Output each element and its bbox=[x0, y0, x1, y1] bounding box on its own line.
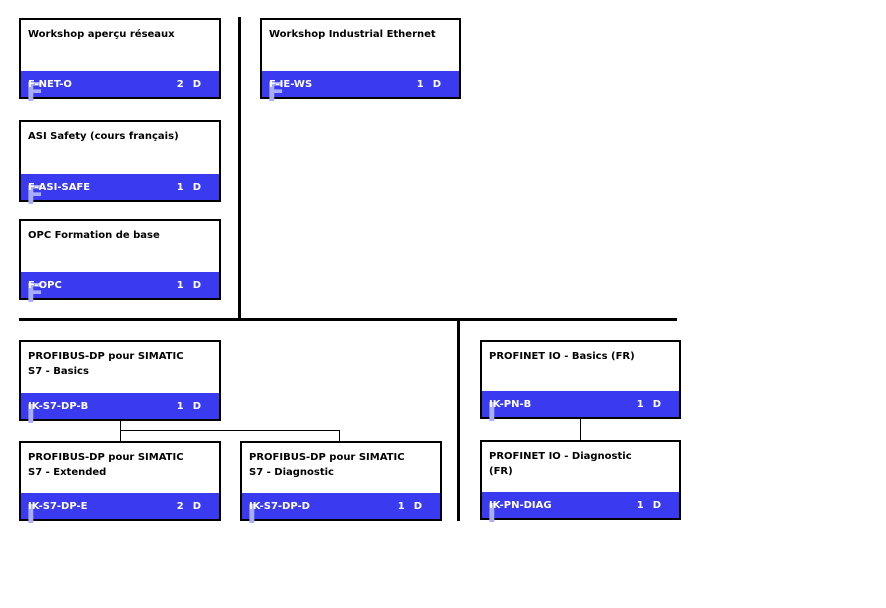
course-duration-value: 1 bbox=[397, 500, 405, 512]
section-divider-horizontal bbox=[19, 318, 677, 321]
course-code: F-IE-WS bbox=[269, 78, 313, 90]
course-card-ik-pn-diag[interactable]: PROFINET IO - Diagnostic (FR) I IK-PN-DI… bbox=[480, 440, 681, 527]
course-duration-unit: D bbox=[192, 181, 201, 193]
course-duration-unit: D bbox=[192, 78, 201, 90]
course-title: PROFIBUS-DP pour SIMATIC S7 - Extended bbox=[28, 452, 184, 478]
course-duration-value: 1 bbox=[416, 78, 424, 90]
course-card-ik-s7-dp-b[interactable]: PROFIBUS-DP pour SIMATIC S7 - Basics I I… bbox=[19, 340, 221, 428]
course-duration-value: 1 bbox=[176, 181, 184, 193]
course-duration-unit: D bbox=[652, 398, 661, 410]
course-code: IK-S7-DP-B bbox=[28, 400, 89, 412]
course-code: IK-PN-B bbox=[489, 398, 532, 410]
course-code: F-NET-O bbox=[28, 78, 72, 90]
course-title: PROFIBUS-DP pour SIMATIC S7 - Basics bbox=[28, 351, 184, 377]
course-card-f-ie-ws[interactable]: Workshop Industrial Ethernet F F-IE-WS 1… bbox=[260, 18, 461, 106]
course-card-ik-s7-dp-d[interactable]: PROFIBUS-DP pour SIMATIC S7 - Diagnostic… bbox=[240, 441, 442, 528]
course-code: F-OPC bbox=[28, 279, 62, 291]
course-code: IK-S7-DP-D bbox=[249, 500, 310, 512]
course-duration-unit: D bbox=[413, 500, 422, 512]
course-title: PROFINET IO - Basics (FR) bbox=[489, 351, 635, 362]
course-duration-value: 2 bbox=[176, 78, 184, 90]
course-code: IK-PN-DIAG bbox=[489, 499, 552, 511]
course-duration-value: 1 bbox=[636, 398, 644, 410]
course-title: PROFINET IO - Diagnostic (FR) bbox=[489, 451, 632, 477]
course-duration-value: 2 bbox=[176, 500, 184, 512]
course-duration-unit: D bbox=[192, 500, 201, 512]
course-title: Workshop aperçu réseaux bbox=[28, 29, 175, 40]
course-code: F-ASI-SAFE bbox=[28, 181, 91, 193]
course-card-f-asi-safe[interactable]: ASI Safety (cours français) F F-ASI-SAFE… bbox=[19, 120, 221, 209]
section-divider-vertical-bottom bbox=[457, 321, 460, 521]
course-title: Workshop Industrial Ethernet bbox=[269, 29, 436, 40]
course-card-ik-s7-dp-e[interactable]: PROFIBUS-DP pour SIMATIC S7 - Extended I… bbox=[19, 441, 221, 528]
connector-line-vertical bbox=[580, 419, 581, 440]
connector-line-vertical bbox=[120, 421, 121, 441]
course-title: ASI Safety (cours français) bbox=[28, 131, 179, 142]
course-code: IK-S7-DP-E bbox=[28, 500, 88, 512]
connector-line-horizontal bbox=[120, 430, 340, 431]
course-duration-unit: D bbox=[192, 400, 201, 412]
course-duration-value: 1 bbox=[176, 400, 184, 412]
course-duration-unit: D bbox=[652, 499, 661, 511]
course-title: PROFIBUS-DP pour SIMATIC S7 - Diagnostic bbox=[249, 452, 405, 478]
section-divider-vertical-top bbox=[238, 17, 241, 318]
course-duration-value: 1 bbox=[636, 499, 644, 511]
course-duration-unit: D bbox=[192, 279, 201, 291]
course-title: OPC Formation de base bbox=[28, 230, 160, 241]
course-duration-value: 1 bbox=[176, 279, 184, 291]
connector-line-vertical bbox=[339, 430, 340, 441]
course-duration-unit: D bbox=[432, 78, 441, 90]
